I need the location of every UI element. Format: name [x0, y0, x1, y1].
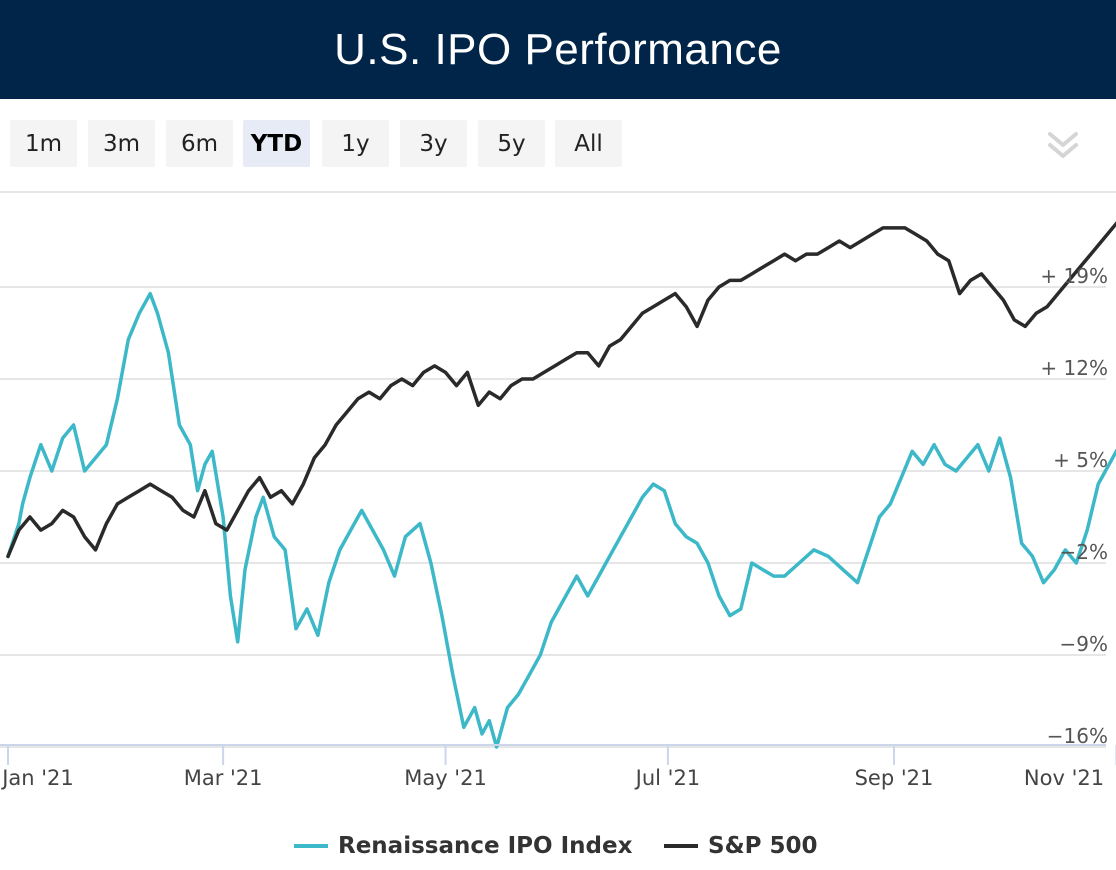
- y-tick-label: −9%: [1060, 632, 1109, 656]
- y-tick-label: + 19%: [1040, 264, 1108, 288]
- x-tick-label: May '21: [404, 766, 487, 790]
- range-button-1m[interactable]: 1m: [10, 120, 77, 167]
- range-button-1y[interactable]: 1y: [322, 120, 389, 167]
- range-button-ytd[interactable]: YTD: [243, 120, 310, 167]
- chart-menu-button[interactable]: [1042, 126, 1084, 166]
- chart-legend: Renaissance IPO Index S&P 500: [0, 826, 1116, 866]
- series-line-sp500[interactable]: [6, 208, 1116, 559]
- legend-item-ipo-index[interactable]: Renaissance IPO Index: [294, 826, 632, 866]
- chart-grid: [0, 191, 1116, 748]
- x-tick-label: Mar '21: [184, 766, 263, 790]
- range-selector: 1m 3m 6m YTD 1y 3y 5y All: [0, 120, 1116, 168]
- x-tick-label: Sep '21: [855, 766, 934, 790]
- y-axis-labels: + 19%+ 12%+ 5%−2%−9%−16%: [1040, 264, 1108, 748]
- range-button-6m[interactable]: 6m: [166, 120, 233, 167]
- range-button-all[interactable]: All: [555, 120, 622, 167]
- range-button-5y[interactable]: 5y: [478, 120, 545, 167]
- legend-swatch-ipo-index: [294, 844, 328, 848]
- legend-item-sp500[interactable]: S&P 500: [664, 826, 818, 866]
- x-tick-label: Jan '21: [0, 766, 74, 790]
- page-header: U.S. IPO Performance: [0, 0, 1116, 99]
- x-tick-label: Jul '21: [634, 766, 701, 790]
- page-title: U.S. IPO Performance: [334, 24, 782, 74]
- chart-series: [6, 208, 1116, 749]
- legend-label-sp500: S&P 500: [708, 833, 818, 859]
- x-tick-label: Nov '21: [1024, 766, 1104, 790]
- legend-label-ipo-index: Renaissance IPO Index: [338, 833, 633, 859]
- y-tick-label: −2%: [1060, 540, 1109, 564]
- x-axis: Jan '21 Mar '21 May '21 Jul '21 Sep '21 Nov '…: [0, 744, 1116, 790]
- range-button-3y[interactable]: 3y: [400, 120, 467, 167]
- y-tick-label: + 12%: [1040, 356, 1108, 380]
- range-button-3m[interactable]: 3m: [88, 120, 155, 167]
- y-tick-label: + 5%: [1053, 448, 1108, 472]
- legend-swatch-sp500: [664, 844, 698, 848]
- series-line-ipo-index[interactable]: [6, 291, 1116, 749]
- chevron-double-down-icon: [1048, 132, 1078, 158]
